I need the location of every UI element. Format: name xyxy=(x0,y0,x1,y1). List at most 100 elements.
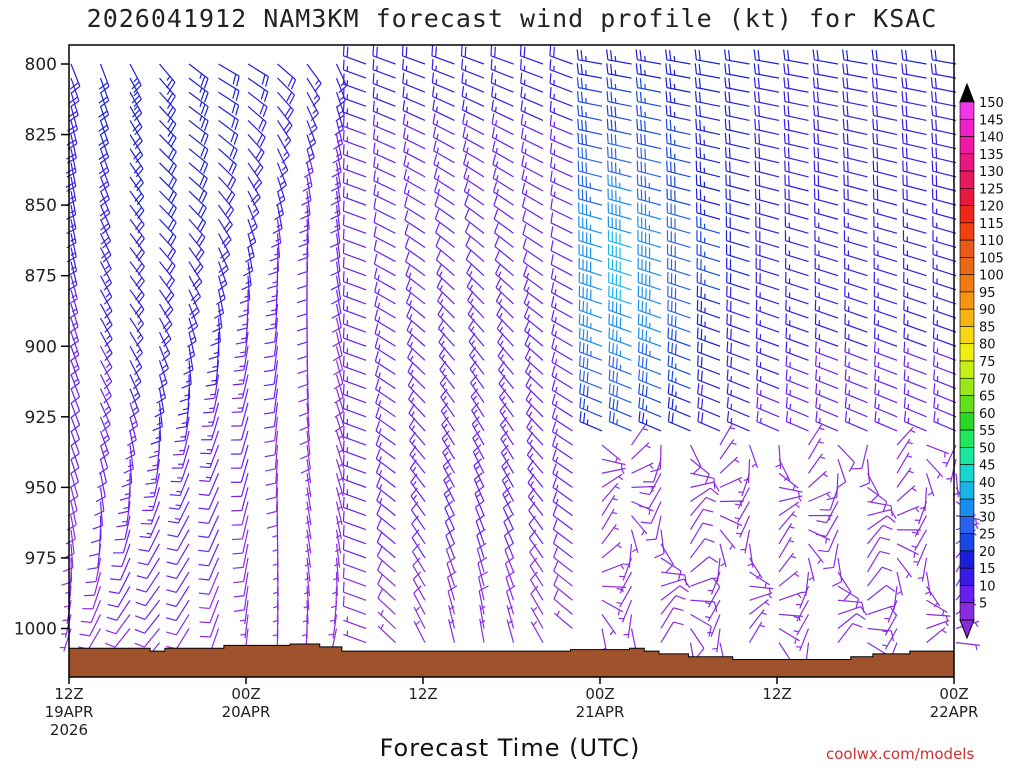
wind-barb xyxy=(218,119,239,145)
barb-flag xyxy=(550,198,554,209)
barb-half-flag xyxy=(620,564,625,570)
barb-half-flag xyxy=(284,136,289,142)
barb-half-flag xyxy=(818,417,821,424)
source-watermark[interactable]: coolwx.com/models xyxy=(826,745,975,763)
wind-barb xyxy=(265,444,279,472)
wind-barb xyxy=(264,416,279,444)
barb-half-flag xyxy=(330,605,337,609)
barb-flag xyxy=(851,467,862,470)
wind-barb xyxy=(753,77,780,93)
wind-barb xyxy=(159,190,177,218)
barb-flag xyxy=(277,184,287,193)
barb-shaft xyxy=(530,593,544,615)
wind-barb xyxy=(464,208,485,234)
wind-barb xyxy=(783,49,809,65)
barb-half-flag xyxy=(442,395,447,401)
barb-half-flag xyxy=(768,593,772,599)
barb-half-flag xyxy=(729,544,734,550)
barb-flag xyxy=(342,440,345,451)
wind-barb xyxy=(230,458,249,483)
barb-shaft xyxy=(660,585,681,601)
barb-shaft xyxy=(274,430,279,455)
terrain-layer xyxy=(68,643,955,678)
colorbar-swatch xyxy=(959,101,975,120)
wind-barb xyxy=(506,605,515,629)
barb-flag xyxy=(552,463,557,474)
barb-flag xyxy=(665,132,668,144)
barb-flag xyxy=(616,400,619,411)
wind-barb xyxy=(434,181,455,206)
wind-barb xyxy=(778,591,802,601)
wind-barb xyxy=(473,458,485,488)
colorbar-label: 5 xyxy=(979,597,987,612)
wind-barb xyxy=(469,346,485,375)
wind-barb xyxy=(842,77,868,93)
barb-flag xyxy=(217,283,228,291)
barb-flag xyxy=(931,132,934,144)
barb-half-flag xyxy=(819,456,826,460)
barb-flag xyxy=(490,45,493,56)
barb-flag xyxy=(876,147,879,159)
wind-barb xyxy=(218,105,239,131)
wind-barb xyxy=(695,174,721,192)
barb-flag xyxy=(265,482,276,486)
barb-flag xyxy=(100,236,110,245)
wind-barb xyxy=(667,383,691,404)
barb-flag xyxy=(526,432,534,442)
barb-shaft xyxy=(144,614,160,634)
barb-shaft xyxy=(435,232,455,248)
barb-flag xyxy=(440,402,449,412)
barb-flag xyxy=(201,192,208,203)
barb-flag xyxy=(166,575,177,580)
barb-flag xyxy=(161,335,170,344)
barb-flag xyxy=(111,565,122,568)
barb-flag xyxy=(159,368,169,376)
barb-flag xyxy=(462,140,467,151)
barb-flag xyxy=(441,430,450,439)
barb-flag xyxy=(464,208,470,219)
wind-barb xyxy=(901,77,927,93)
wind-barb xyxy=(334,402,345,432)
barb-flag xyxy=(700,370,703,382)
barb-flag xyxy=(669,91,672,103)
barb-shaft xyxy=(529,579,544,601)
wind-barb xyxy=(873,299,898,319)
barb-flag xyxy=(728,147,731,159)
barb-flag xyxy=(667,355,670,366)
wind-barb xyxy=(837,585,860,609)
barb-flag xyxy=(199,479,210,483)
barb-flag xyxy=(103,296,113,305)
colorbar-label: 75 xyxy=(979,355,996,370)
barb-flag xyxy=(200,104,206,115)
barb-flag xyxy=(930,63,933,74)
wind-barb xyxy=(129,388,140,418)
wind-barb xyxy=(836,458,847,489)
barb-flag xyxy=(783,91,786,102)
wind-barb xyxy=(405,292,426,319)
wind-barb xyxy=(159,134,177,162)
barb-shaft xyxy=(755,198,780,206)
wind-barb xyxy=(342,468,367,488)
barb-shaft xyxy=(274,416,279,441)
wind-barb xyxy=(530,585,544,615)
barb-shaft xyxy=(637,128,662,136)
barb-half-flag xyxy=(794,573,800,578)
barb-shaft xyxy=(306,388,310,413)
wind-barb xyxy=(522,210,544,234)
wind-barb xyxy=(198,515,220,539)
barb-half-flag xyxy=(199,101,203,107)
barb-flag xyxy=(490,86,494,97)
barb-shaft xyxy=(926,619,950,630)
barb-half-flag xyxy=(528,383,532,390)
barb-flag xyxy=(904,50,908,61)
wind-barb xyxy=(754,132,780,150)
barb-flag xyxy=(694,91,698,102)
barb-flag xyxy=(236,76,240,87)
barb-flag xyxy=(903,313,905,325)
barb-flag xyxy=(551,407,556,419)
barb-half-flag xyxy=(877,403,880,410)
barb-flag xyxy=(402,127,406,139)
barb-flag xyxy=(374,281,378,293)
barb-flag xyxy=(726,369,729,380)
wind-barb xyxy=(99,317,113,347)
